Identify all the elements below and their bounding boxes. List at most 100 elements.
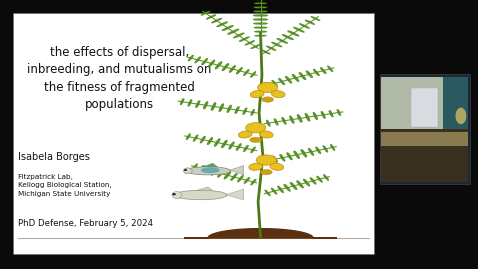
Ellipse shape: [260, 131, 273, 138]
Ellipse shape: [265, 157, 269, 161]
Text: Fitzpatrick Lab,
Kellogg Biological Station,
Michigan State University: Fitzpatrick Lab, Kellogg Biological Stat…: [18, 174, 112, 197]
Ellipse shape: [308, 148, 312, 153]
Ellipse shape: [246, 123, 266, 133]
Ellipse shape: [222, 27, 229, 31]
Ellipse shape: [172, 192, 182, 199]
Ellipse shape: [205, 11, 210, 14]
Ellipse shape: [280, 189, 284, 193]
Ellipse shape: [222, 66, 227, 71]
Ellipse shape: [208, 63, 213, 67]
Ellipse shape: [194, 164, 198, 167]
Ellipse shape: [260, 169, 272, 175]
Ellipse shape: [253, 23, 262, 24]
Ellipse shape: [323, 146, 326, 150]
Ellipse shape: [325, 177, 329, 180]
Ellipse shape: [254, 44, 260, 47]
Ellipse shape: [259, 3, 267, 4]
Ellipse shape: [201, 61, 206, 65]
Ellipse shape: [293, 27, 300, 30]
Ellipse shape: [266, 46, 272, 49]
Ellipse shape: [270, 163, 283, 170]
Ellipse shape: [312, 180, 316, 184]
Ellipse shape: [207, 167, 211, 171]
Ellipse shape: [267, 160, 271, 164]
Ellipse shape: [315, 147, 319, 151]
Ellipse shape: [271, 188, 275, 192]
Ellipse shape: [239, 175, 244, 179]
Ellipse shape: [205, 101, 208, 106]
Ellipse shape: [281, 81, 285, 85]
Ellipse shape: [249, 163, 262, 170]
Ellipse shape: [267, 122, 271, 126]
Ellipse shape: [189, 100, 192, 104]
Ellipse shape: [216, 18, 222, 21]
Ellipse shape: [250, 46, 257, 49]
FancyBboxPatch shape: [381, 77, 468, 129]
Ellipse shape: [274, 83, 278, 87]
Ellipse shape: [200, 139, 204, 143]
Ellipse shape: [206, 16, 212, 19]
FancyBboxPatch shape: [381, 132, 468, 146]
Ellipse shape: [239, 38, 246, 42]
Ellipse shape: [329, 110, 332, 114]
Ellipse shape: [278, 78, 282, 82]
Ellipse shape: [197, 100, 200, 105]
Ellipse shape: [330, 144, 334, 148]
Polygon shape: [229, 165, 244, 175]
Ellipse shape: [214, 142, 218, 147]
Ellipse shape: [227, 108, 230, 113]
Ellipse shape: [250, 137, 262, 143]
Ellipse shape: [299, 183, 304, 188]
Ellipse shape: [254, 3, 262, 4]
Text: Isabela Borges: Isabela Borges: [18, 152, 90, 162]
Ellipse shape: [254, 31, 262, 32]
Ellipse shape: [264, 51, 271, 54]
Ellipse shape: [290, 182, 295, 187]
Ellipse shape: [311, 16, 316, 19]
Ellipse shape: [217, 61, 222, 66]
Ellipse shape: [320, 67, 324, 71]
Ellipse shape: [267, 84, 271, 88]
Ellipse shape: [193, 137, 196, 141]
Ellipse shape: [254, 35, 262, 36]
Ellipse shape: [220, 170, 225, 174]
Ellipse shape: [250, 149, 254, 153]
Ellipse shape: [305, 20, 311, 23]
Ellipse shape: [253, 11, 262, 12]
Ellipse shape: [275, 44, 282, 47]
Ellipse shape: [280, 154, 283, 158]
FancyBboxPatch shape: [380, 74, 470, 184]
Ellipse shape: [338, 112, 341, 116]
Ellipse shape: [228, 31, 235, 35]
Ellipse shape: [274, 158, 278, 162]
Ellipse shape: [296, 180, 301, 185]
Ellipse shape: [259, 11, 268, 12]
Ellipse shape: [184, 168, 192, 174]
Ellipse shape: [250, 74, 254, 77]
Ellipse shape: [204, 58, 208, 62]
Ellipse shape: [245, 69, 250, 73]
Ellipse shape: [212, 102, 216, 107]
Ellipse shape: [184, 169, 187, 171]
Ellipse shape: [283, 120, 286, 125]
Ellipse shape: [291, 119, 294, 123]
Ellipse shape: [267, 192, 271, 196]
Ellipse shape: [259, 7, 267, 8]
Ellipse shape: [259, 23, 268, 24]
Ellipse shape: [245, 145, 249, 149]
Ellipse shape: [259, 27, 267, 28]
Ellipse shape: [252, 147, 256, 151]
Ellipse shape: [236, 70, 240, 74]
Ellipse shape: [329, 68, 333, 72]
Ellipse shape: [259, 15, 268, 16]
Ellipse shape: [252, 109, 255, 113]
Polygon shape: [203, 163, 217, 167]
Ellipse shape: [295, 154, 300, 159]
Ellipse shape: [230, 142, 235, 146]
Ellipse shape: [217, 173, 222, 178]
Ellipse shape: [315, 115, 318, 120]
Ellipse shape: [188, 57, 192, 61]
Ellipse shape: [181, 98, 184, 102]
Ellipse shape: [299, 72, 304, 77]
Ellipse shape: [224, 63, 229, 68]
